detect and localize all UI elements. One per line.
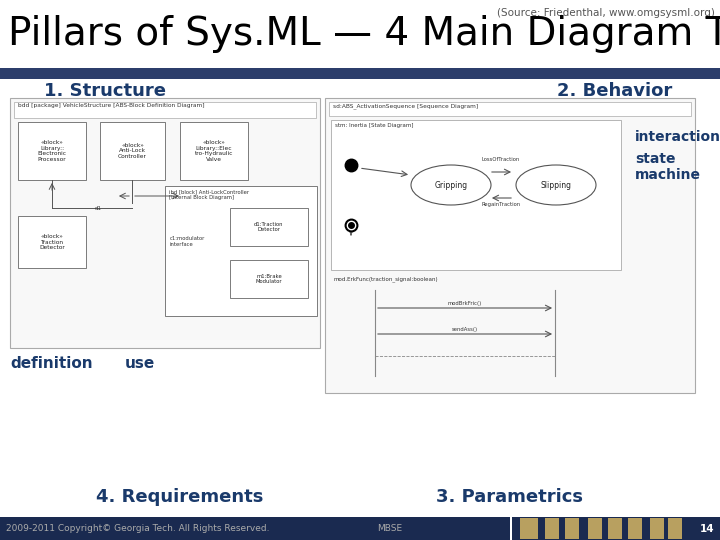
Text: use: use xyxy=(125,356,155,371)
Text: c1:modulator
interface: c1:modulator interface xyxy=(170,236,205,247)
Bar xyxy=(608,518,622,539)
Bar xyxy=(520,518,538,539)
Text: d1: d1 xyxy=(95,206,102,211)
Text: definition: definition xyxy=(11,356,94,371)
Text: stm: Inertia [State Diagram]: stm: Inertia [State Diagram] xyxy=(335,123,413,128)
Bar xyxy=(331,120,621,270)
Text: m1:Brake
Modulator: m1:Brake Modulator xyxy=(256,274,282,285)
Text: LossOfTraction: LossOfTraction xyxy=(482,157,520,162)
Text: interaction: interaction xyxy=(635,130,720,144)
Text: d1:Traction
Detector: d1:Traction Detector xyxy=(254,221,284,232)
Bar xyxy=(100,122,165,180)
Text: RegainTraction: RegainTraction xyxy=(482,202,521,207)
Text: «block»
Traction
Detector: «block» Traction Detector xyxy=(39,234,65,251)
Bar xyxy=(165,186,317,316)
Text: «block»
Library::Elec
tro-Hydraulic
Valve: «block» Library::Elec tro-Hydraulic Valv… xyxy=(195,140,233,162)
Bar xyxy=(10,98,320,348)
Bar xyxy=(650,518,664,539)
Text: «block»
Library::
Electronic
Processor: «block» Library:: Electronic Processor xyxy=(37,140,66,162)
Bar xyxy=(325,98,695,393)
Text: 2009-2011 Copyright© Georgia Tech. All Rights Reserved.: 2009-2011 Copyright© Georgia Tech. All R… xyxy=(6,524,269,533)
Bar xyxy=(18,216,86,268)
Bar xyxy=(180,122,248,180)
Text: bdd [package] VehicleStructure [ABS-Block Definition Diagram]: bdd [package] VehicleStructure [ABS-Bloc… xyxy=(18,103,204,108)
Bar xyxy=(0,517,720,540)
Text: sendAss(): sendAss() xyxy=(452,327,478,332)
Text: 1. Structure: 1. Structure xyxy=(44,82,166,100)
Text: Slipping: Slipping xyxy=(541,180,572,190)
Bar xyxy=(668,518,682,539)
Bar xyxy=(230,260,308,298)
Bar xyxy=(545,518,559,539)
Bar xyxy=(14,102,316,118)
Text: 14: 14 xyxy=(699,523,714,534)
Bar xyxy=(18,122,86,180)
Text: sd:ABS_ActivationSequence [Sequence Diagram]: sd:ABS_ActivationSequence [Sequence Diag… xyxy=(333,103,478,109)
Text: «block»
Anti-Lock
Controller: «block» Anti-Lock Controller xyxy=(118,143,147,159)
Bar xyxy=(565,518,579,539)
Text: MBSE: MBSE xyxy=(377,524,402,533)
Text: 4. Requirements: 4. Requirements xyxy=(96,488,264,506)
Bar xyxy=(0,68,720,79)
Bar xyxy=(510,517,512,540)
Text: Pillars of Sys.ML — 4 Main Diagram Types: Pillars of Sys.ML — 4 Main Diagram Types xyxy=(8,15,720,53)
Text: state
machine: state machine xyxy=(635,152,701,182)
Ellipse shape xyxy=(411,165,491,205)
Text: 3. Parametrics: 3. Parametrics xyxy=(436,488,583,506)
Text: 2. Behavior: 2. Behavior xyxy=(557,82,672,100)
Text: modBrkFric(): modBrkFric() xyxy=(448,301,482,306)
Text: (Source: Friedenthal, www.omgsysml.org): (Source: Friedenthal, www.omgsysml.org) xyxy=(497,8,715,18)
Bar xyxy=(628,518,642,539)
Text: mod.ErkFunc(traction_signal:boolean): mod.ErkFunc(traction_signal:boolean) xyxy=(333,276,438,282)
Ellipse shape xyxy=(516,165,596,205)
Bar xyxy=(588,518,602,539)
Text: ibd [block] Anti-LockController
[Internal Block Diagram]: ibd [block] Anti-LockController [Interna… xyxy=(169,189,249,200)
Bar xyxy=(230,208,308,246)
Bar xyxy=(329,102,691,116)
Text: Gripping: Gripping xyxy=(434,180,467,190)
